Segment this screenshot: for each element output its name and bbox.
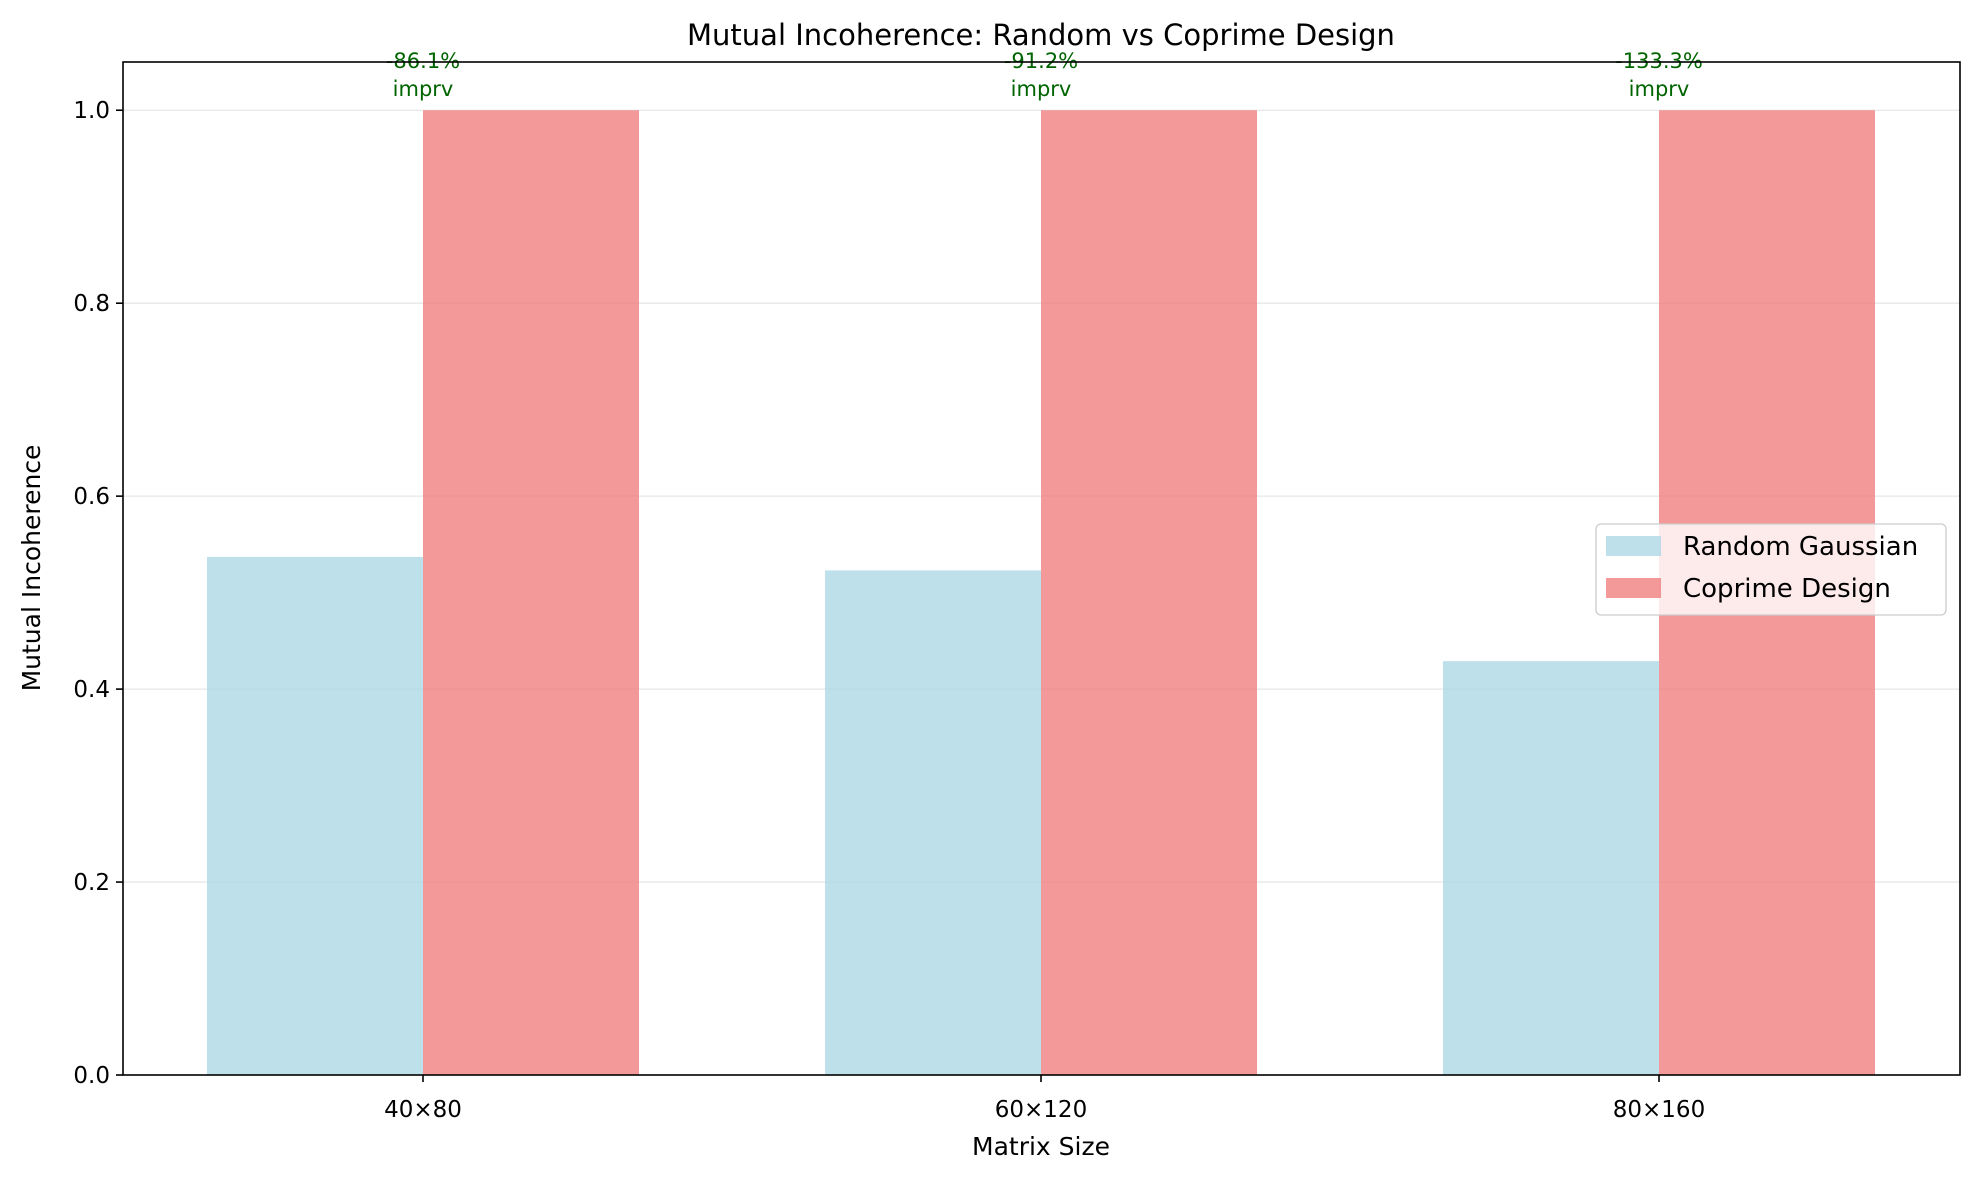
legend-label-random-gaussian: Random Gaussian <box>1683 532 1918 562</box>
legend-swatch-coprime-design <box>1606 578 1661 598</box>
y-tick-label: 1.0 <box>73 98 110 124</box>
chart-title: Mutual Incoherence: Random vs Coprime De… <box>687 18 1395 52</box>
y-tick-label: 0.8 <box>73 291 110 317</box>
x-tick-label: 80×160 <box>1613 1097 1705 1123</box>
bars <box>207 110 1875 1075</box>
y-tick-label: 0.0 <box>73 1063 110 1089</box>
annotation-label: imprv <box>393 77 454 101</box>
x-axis-label: Matrix Size <box>972 1132 1110 1161</box>
legend: Random Gaussian Coprime Design <box>1595 523 1947 616</box>
annotation-label: imprv <box>1011 77 1072 101</box>
bar-random-gaussian-40-80 <box>207 556 423 1075</box>
y-tick-label: 0.2 <box>73 870 110 896</box>
x-tick-label: 40×80 <box>384 1097 462 1123</box>
legend-label-coprime-design: Coprime Design <box>1683 574 1891 604</box>
y-tick-label: 0.6 <box>73 484 110 510</box>
bar-random-gaussian-60-120 <box>825 570 1041 1075</box>
annotation-label: imprv <box>1629 77 1690 101</box>
y-axis-label: Mutual Incoherence <box>17 445 46 692</box>
y-axis-ticks: 0.0 0.2 0.4 0.6 0.8 1.0 <box>73 98 123 1089</box>
bar-coprime-design-60-120 <box>1041 110 1257 1075</box>
legend-swatch-random-gaussian <box>1606 536 1661 556</box>
bar-annotations: -86.1%imprv-91.2%imprv-133.3%imprv <box>386 49 1703 101</box>
bar-coprime-design-40-80 <box>423 110 639 1075</box>
bar-random-gaussian-80-160 <box>1443 661 1659 1075</box>
legend-frame <box>1595 523 1947 616</box>
x-tick-label: 60×120 <box>995 1097 1087 1123</box>
x-axis-ticks: 40×80 60×120 80×160 <box>384 1075 1705 1123</box>
y-tick-label: 0.4 <box>73 677 110 703</box>
